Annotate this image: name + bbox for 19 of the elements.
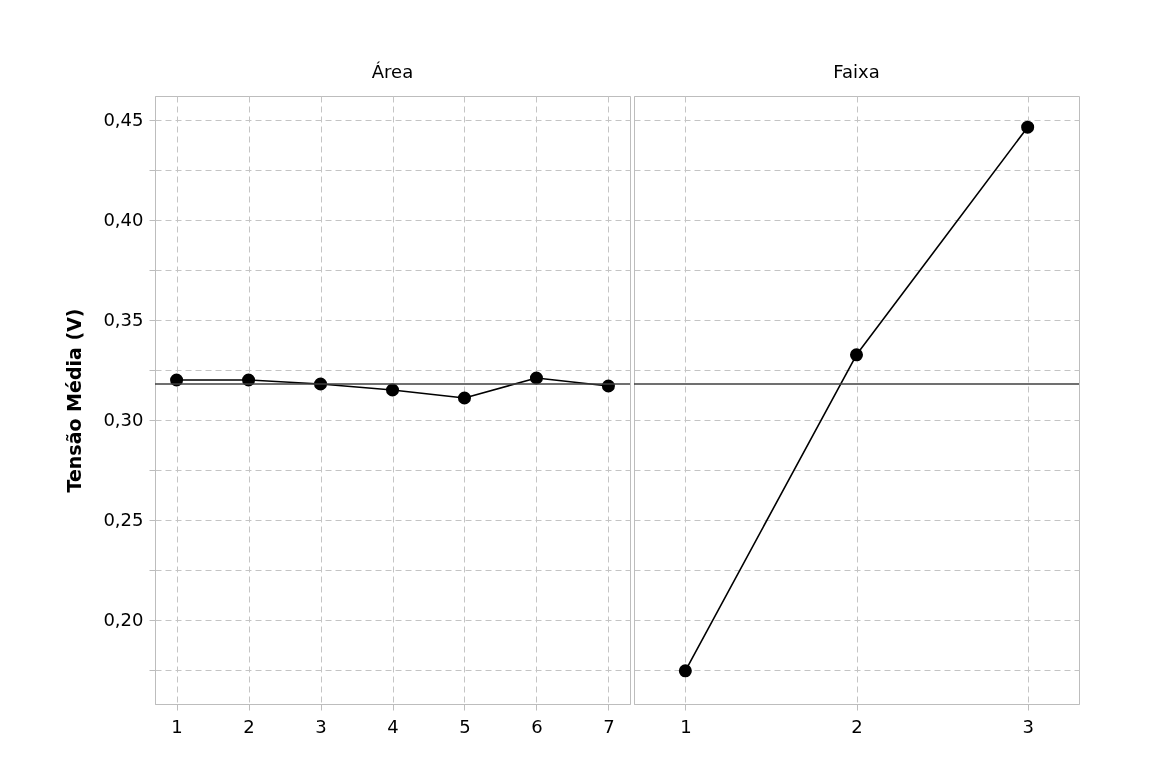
x-tick-label: 5 (459, 715, 471, 737)
x-tick-label: 2 (243, 715, 255, 737)
x-tick-label: 4 (387, 715, 399, 737)
chart-title: Área (371, 61, 414, 82)
y-tick-label: 0,30 (103, 408, 144, 430)
y-tick-label: 0,45 (103, 108, 144, 130)
x-tick-label: 1 (171, 715, 183, 737)
y-tick-label: 0,20 (103, 608, 144, 630)
x-tick-label: 3 (1022, 715, 1034, 737)
x-tick-label: 1 (680, 715, 692, 737)
x-tick-label: 7 (603, 715, 615, 737)
chart-title: Faixa (833, 61, 880, 82)
x-tick-label: 2 (851, 715, 863, 737)
y-tick-label: 0,25 (103, 508, 144, 530)
x-tick-label: 6 (531, 715, 543, 737)
y-tick-label: 0,40 (103, 208, 144, 230)
y-axis-title: Tensão Média (V) (63, 308, 86, 493)
x-tick-label: 3 (315, 715, 327, 737)
y-tick-label: 0,35 (103, 308, 144, 330)
